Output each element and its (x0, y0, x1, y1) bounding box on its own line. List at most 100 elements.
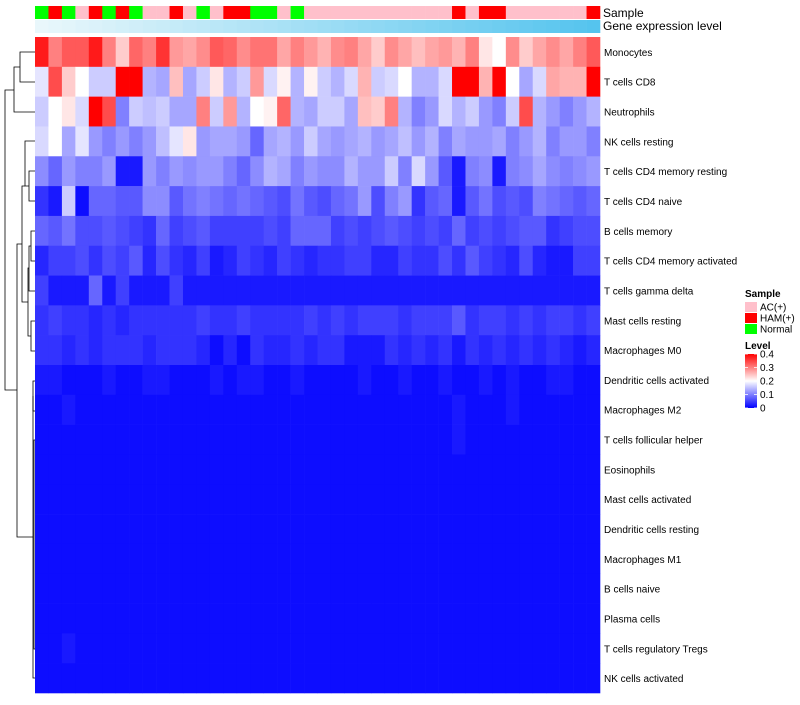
heatmap-cell (304, 365, 318, 396)
heatmap-cell (304, 543, 318, 575)
heatmap-cell (304, 424, 318, 455)
heatmap-cell (48, 215, 63, 247)
heatmap-cell (156, 663, 170, 694)
heatmap-cell (223, 37, 238, 68)
heatmap-cell (169, 186, 184, 217)
heatmap-cell (61, 335, 76, 366)
sample-annotation-cell (129, 6, 143, 19)
row-dendrogram (4, 51, 35, 679)
row-label: B cells naive (604, 585, 661, 596)
heatmap-cell (398, 484, 412, 515)
heatmap-cell (384, 663, 399, 694)
heatmap-cell (546, 633, 560, 664)
heatmap-cell (196, 335, 211, 366)
heatmap-cell (61, 305, 76, 336)
heatmap-cell (102, 66, 117, 97)
heatmap-cell (115, 484, 130, 515)
heatmap-cell (519, 603, 534, 634)
heatmap-cell (263, 186, 278, 217)
heatmap-cell (546, 156, 560, 187)
heatmap-cell (586, 454, 601, 485)
heatmap-cell (129, 394, 143, 425)
heatmap-cell (425, 156, 439, 187)
heatmap-cell (129, 603, 143, 634)
heatmap-cell (182, 156, 197, 187)
heatmap-cell (88, 66, 103, 97)
heatmap-cell (492, 663, 507, 694)
heatmap-cell (371, 305, 386, 336)
heatmap-cell (317, 305, 332, 336)
sample-annotation-cell (48, 6, 63, 19)
heatmap-cell (236, 305, 251, 336)
heatmap-cell (465, 394, 480, 425)
heatmap-cell (115, 126, 130, 157)
heatmap-cell (129, 335, 143, 366)
sample-annotation-cell (75, 6, 90, 19)
heatmap-cell (236, 215, 251, 247)
heatmap-cell (290, 633, 305, 664)
heatmap-cell (75, 335, 90, 366)
heatmap-cell (559, 245, 574, 276)
heatmap-cell (411, 245, 426, 276)
heatmap-cell (317, 37, 332, 68)
heatmap-cell (277, 126, 291, 157)
heatmap-cell (519, 245, 534, 276)
heatmap-cell (478, 66, 493, 97)
heatmap-cell (546, 37, 560, 68)
heatmap-cell (290, 305, 305, 336)
heatmap-cell (182, 633, 197, 664)
heatmap-cell (156, 603, 170, 634)
heatmap-cell (438, 126, 453, 157)
heatmap-cell (344, 484, 359, 515)
legend-swatch (745, 313, 757, 323)
expression-annotation-cell (209, 20, 224, 33)
dendrogram-branch (30, 320, 35, 352)
expression-annotation-cell (48, 20, 63, 33)
heatmap-cell (330, 96, 345, 127)
heatmap-cell (425, 454, 439, 485)
heatmap-cell (75, 454, 90, 485)
row-label: Dendritic cells resting (604, 525, 699, 536)
heatmap-cell (169, 394, 184, 425)
heatmap-cell (277, 96, 291, 127)
heatmap-cell (559, 365, 574, 396)
heatmap-cell (88, 633, 103, 664)
expression-annotation-cell (384, 20, 399, 33)
heatmap-cell (156, 126, 170, 157)
heatmap-cell (290, 514, 305, 545)
heatmap-cell (344, 394, 359, 425)
heatmap-cell (465, 335, 480, 366)
expression-annotation-cell (492, 20, 507, 33)
heatmap-cell (478, 573, 493, 604)
heatmap-cell (384, 394, 399, 425)
heatmap-cell (411, 126, 426, 157)
heatmap-cell (425, 633, 439, 664)
heatmap-cell (559, 424, 574, 455)
heatmap-cell (304, 66, 318, 97)
heatmap-cell (519, 543, 534, 575)
heatmap-cell (317, 126, 332, 157)
heatmap-cell (223, 484, 238, 515)
heatmap-cell (182, 215, 197, 247)
heatmap-cell (182, 365, 197, 396)
heatmap-cell (61, 275, 76, 306)
heatmap-cell (209, 37, 224, 68)
heatmap-cell (182, 514, 197, 545)
heatmap-cell (384, 633, 399, 664)
sample-annotation-cell (465, 6, 480, 19)
heatmap-cell (478, 275, 493, 306)
heatmap-cell (384, 514, 399, 545)
heatmap-cell (209, 394, 224, 425)
heatmap-cell (290, 215, 305, 247)
heatmap-cell (573, 365, 587, 396)
heatmap-cell (209, 484, 224, 515)
heatmap-cell (277, 394, 291, 425)
heatmap-cell (129, 573, 143, 604)
heatmap-cell (156, 514, 170, 545)
heatmap-cell (263, 484, 278, 515)
heatmap-cell (48, 156, 63, 187)
heatmap-cell (250, 96, 264, 127)
heatmap-cell (209, 245, 224, 276)
heatmap-cell (519, 305, 534, 336)
heatmap-cell (478, 37, 493, 68)
